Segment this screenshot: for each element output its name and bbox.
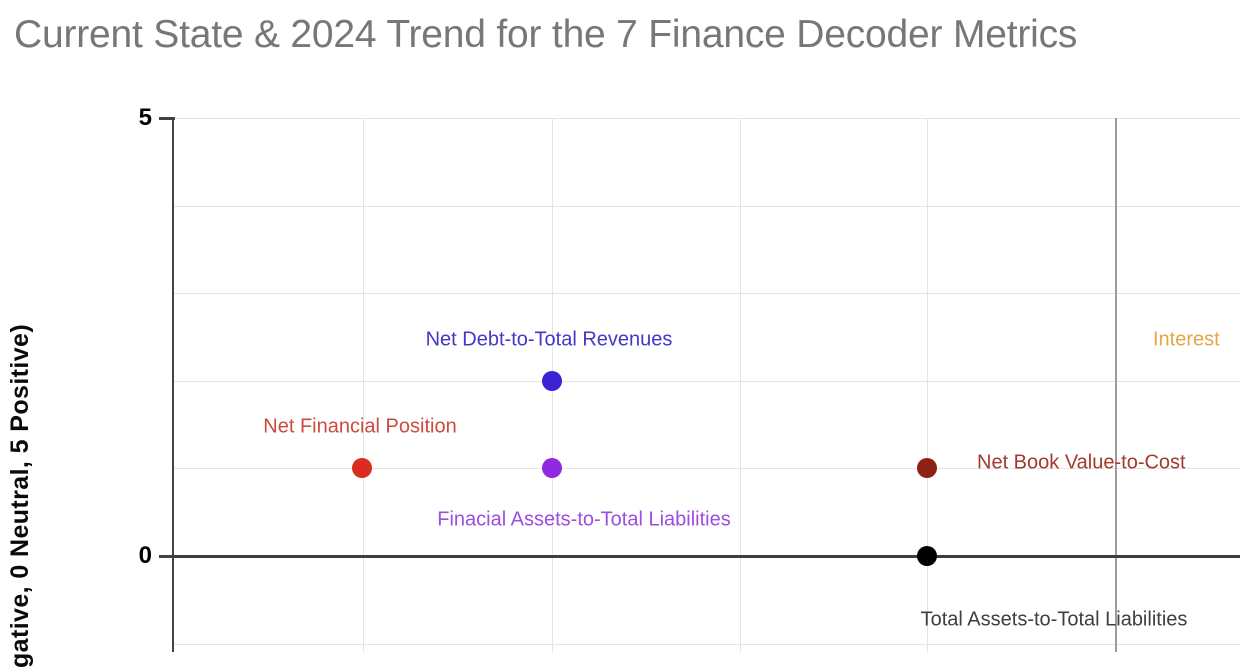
- data-point[interactable]: [917, 458, 937, 478]
- data-point[interactable]: [542, 458, 562, 478]
- data-point-label: Net Book Value-to-Cost: [977, 451, 1186, 474]
- plot-area: 5 0 Net Financial Position Net Debt-to-Tota…: [138, 104, 1240, 652]
- data-point-label: Net Financial Position: [263, 415, 457, 438]
- y-axis-tick-label: 0: [138, 542, 152, 569]
- data-point[interactable]: [917, 546, 937, 566]
- horizontal-gridline: [173, 644, 1240, 645]
- horizontal-gridline: [173, 118, 1240, 119]
- data-point-label: Net Debt-to-Total Revenues: [425, 328, 673, 351]
- vertical-gridline: [740, 118, 741, 652]
- data-point-label: Total Assets-to-Total Liabilities: [920, 608, 1188, 631]
- data-point-label: Finacial Assets-to-Total Liabilities: [437, 508, 731, 531]
- vertical-gridline-major: [1115, 118, 1117, 652]
- vertical-gridline: [363, 118, 364, 652]
- horizontal-gridline: [173, 468, 1240, 469]
- chart-title: Current State & 2024 Trend for the 7 Fin…: [14, 13, 1078, 56]
- horizontal-gridline: [173, 293, 1240, 294]
- horizontal-gridline: [173, 381, 1240, 382]
- data-point[interactable]: [352, 458, 372, 478]
- y-axis-tick-label: 5: [138, 104, 152, 131]
- data-point[interactable]: [542, 371, 562, 391]
- y-axis-line: [172, 118, 174, 652]
- y-axis-tick: [159, 555, 175, 558]
- y-axis-tick: [159, 117, 175, 120]
- vertical-gridline: [927, 118, 928, 652]
- zero-baseline: [173, 555, 1240, 558]
- horizontal-gridline: [173, 206, 1240, 207]
- data-point-label: Interest: [1153, 328, 1220, 351]
